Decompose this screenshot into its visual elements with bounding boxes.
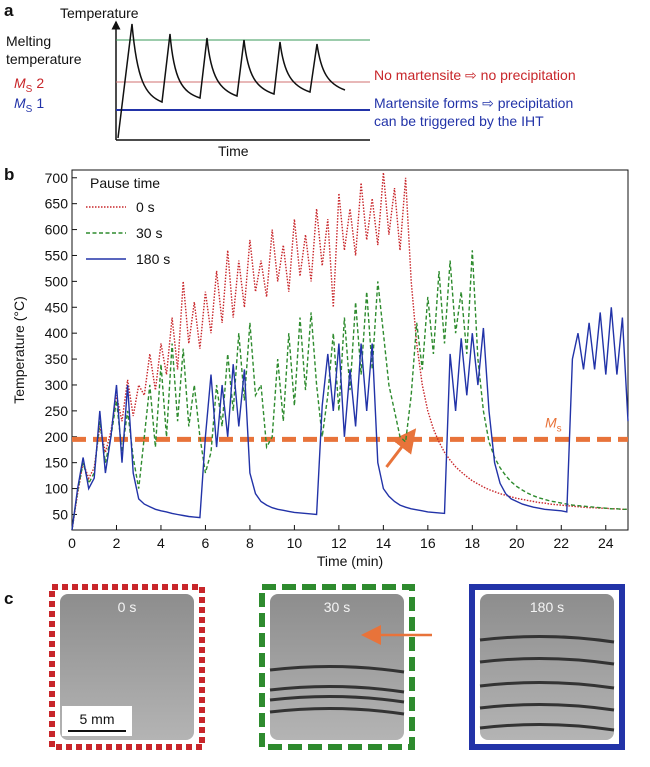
y-tick-label: 300 xyxy=(45,377,69,393)
x-tick-label: 10 xyxy=(287,535,303,551)
y-tick-label: 450 xyxy=(45,299,69,315)
x-axis-label: Time (min) xyxy=(317,553,383,569)
y-axis-label: Temperature (°C) xyxy=(11,296,27,404)
layer-band xyxy=(269,664,405,674)
micrographs: 0 s 30 s 180 s 5 mm xyxy=(49,584,625,750)
x-tick-label: 12 xyxy=(331,535,347,551)
legend-title: Pause time xyxy=(90,175,160,191)
legend-label: 180 s xyxy=(136,251,170,267)
axis-label: Time xyxy=(218,143,249,159)
layer-band xyxy=(479,722,615,732)
panel-letter: a xyxy=(4,1,14,20)
plot: 0 2 4 6 8 10 12 14 16 18 20 22 245010015020025030035… xyxy=(11,170,629,569)
y-tick-label: 150 xyxy=(45,455,69,471)
label-sub: s xyxy=(557,423,562,434)
axis-label: Temperature xyxy=(60,5,139,21)
y-tick-label: 550 xyxy=(45,247,69,263)
y-tick-label: 200 xyxy=(45,429,69,445)
layer-band xyxy=(479,656,615,666)
arrow xyxy=(385,428,417,468)
y-tick-label: 400 xyxy=(45,325,69,341)
y-tick-label: 100 xyxy=(45,481,69,497)
x-tick-label: 18 xyxy=(465,535,481,551)
y-tick-label: 600 xyxy=(45,222,69,238)
x-tick-label: 24 xyxy=(598,535,614,551)
layer-band xyxy=(479,680,615,690)
micrograph xyxy=(480,594,614,740)
micrograph xyxy=(60,594,194,740)
y-tick-label: 700 xyxy=(45,170,69,186)
x-tick-label: 16 xyxy=(420,535,436,551)
label: Melting xyxy=(6,33,51,49)
sample-label: 0 s xyxy=(118,599,137,615)
y-tick-label: 350 xyxy=(45,351,69,367)
layer-band xyxy=(269,694,405,704)
x-tick-label: 14 xyxy=(376,535,392,551)
panel-letter: b xyxy=(4,165,14,184)
series-line xyxy=(71,172,628,531)
x-tick-label: 4 xyxy=(157,535,165,551)
layer-band xyxy=(479,634,615,644)
threshold-label: Ms xyxy=(545,414,562,434)
layer-band xyxy=(479,702,615,712)
note: can be triggered by the IHT xyxy=(374,113,544,129)
sample-label: 180 s xyxy=(530,599,564,615)
series-line xyxy=(71,307,629,531)
sample-label: 30 s xyxy=(324,599,350,615)
y-tick-label: 250 xyxy=(45,403,69,419)
x-tick-label: 22 xyxy=(553,535,569,551)
scale-label: 5 mm xyxy=(80,711,115,727)
y-tick-label: 650 xyxy=(45,196,69,212)
legend-label: 30 s xyxy=(136,225,162,241)
layer-band xyxy=(269,684,405,694)
schematic-curve xyxy=(117,23,346,139)
label: temperature xyxy=(6,51,82,67)
panel-letter: c xyxy=(4,589,13,608)
legend-label: 0 s xyxy=(136,199,155,215)
layer-band xyxy=(269,706,405,716)
label-main: M xyxy=(545,414,557,430)
label: MS 1 xyxy=(14,95,44,115)
x-tick-label: 6 xyxy=(202,535,210,551)
y-tick-label: 500 xyxy=(45,273,69,289)
y-tick-label: 50 xyxy=(52,506,68,522)
plot-frame xyxy=(71,169,629,531)
note: No martensite ⇨ no precipitation xyxy=(374,67,576,83)
x-tick-label: 0 xyxy=(68,535,76,551)
series-line xyxy=(71,250,628,531)
x-tick-label: 8 xyxy=(246,535,254,551)
note: Martensite forms ⇨ precipitation xyxy=(374,95,573,111)
x-tick-label: 20 xyxy=(509,535,525,551)
label: MS 2 xyxy=(14,75,44,95)
x-tick-label: 2 xyxy=(113,535,121,551)
